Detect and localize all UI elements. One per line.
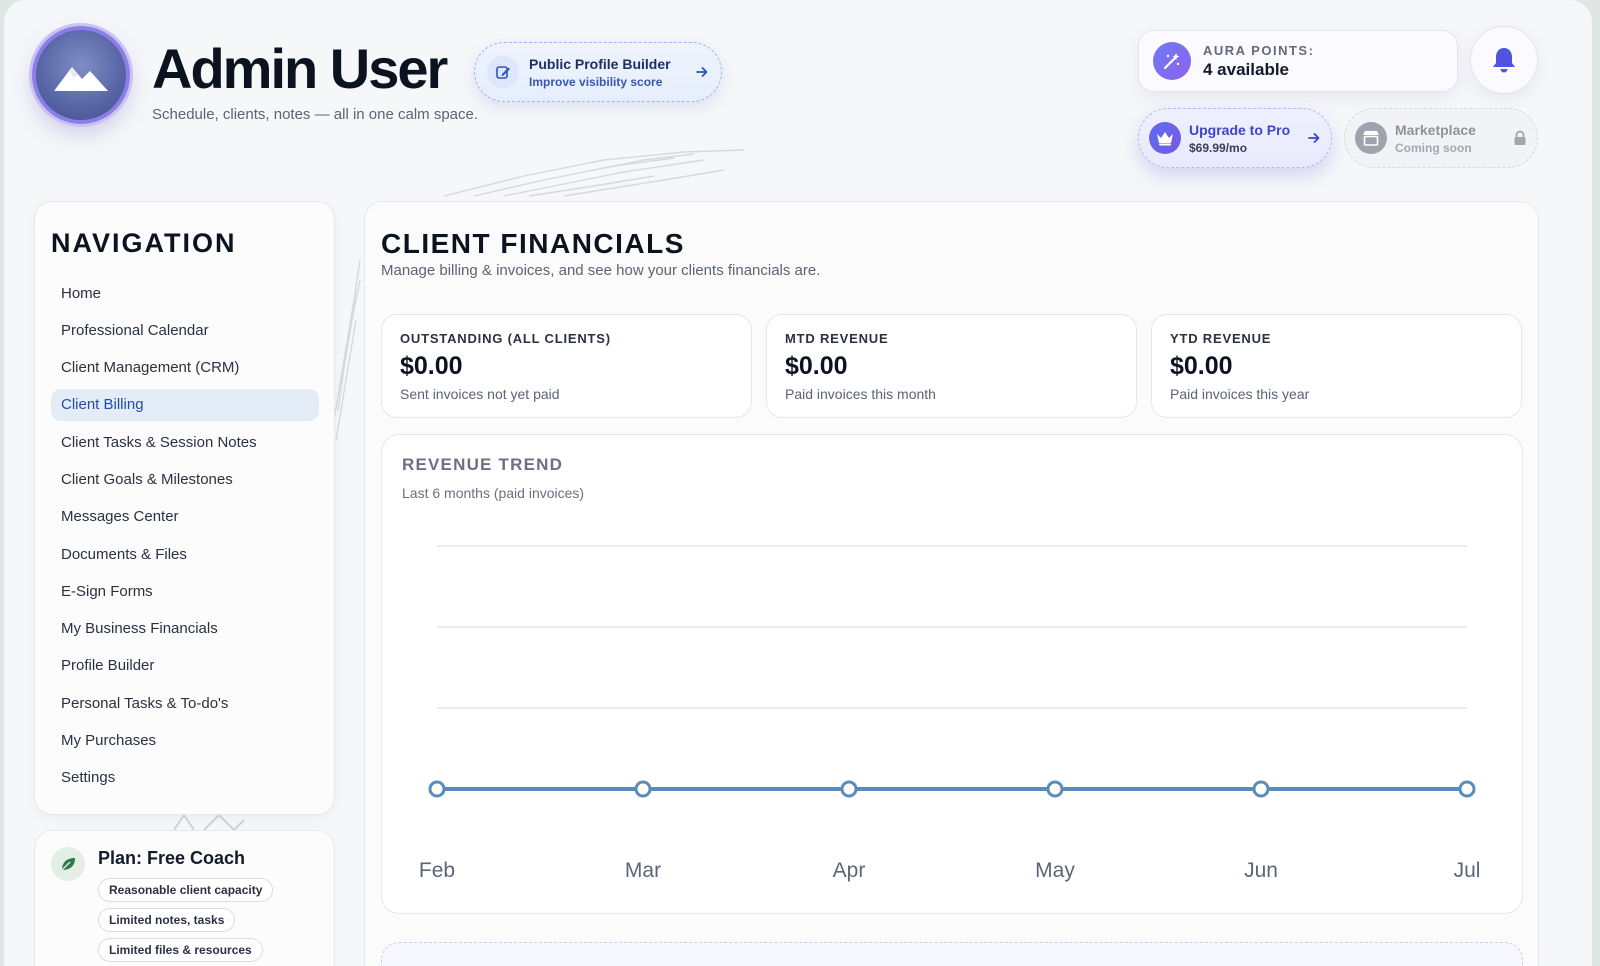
plan-feature-pill: Limited files & resources [98,938,263,962]
avatar[interactable] [32,26,130,124]
navigation-panel: NAVIGATION Home Professional Calendar Cl… [34,201,335,815]
aura-points-value: 4 available [1203,59,1290,79]
aura-points-card[interactable]: AURA POINTS: 4 available [1138,30,1458,92]
marketplace-subtitle: Coming soon [1395,140,1472,155]
upgrade-price: $69.99/mo [1189,140,1248,155]
plan-features: Reasonable client capacity Limited notes… [98,878,274,966]
stat-value: $0.00 [785,352,848,380]
data-point[interactable] [1046,780,1064,798]
data-point[interactable] [1458,780,1476,798]
stat-label: OUTSTANDING (ALL CLIENTS) [400,331,611,346]
sidebar-item-settings[interactable]: Settings [61,769,116,787]
sidebar-item-professional-calendar[interactable]: Professional Calendar [61,321,209,339]
magic-wand-icon [1153,42,1191,80]
x-tick-label: Apr [833,859,866,882]
stat-value: $0.00 [1170,352,1233,380]
plan-card: Plan: Free Coach Reasonable client capac… [34,830,335,966]
plan-feature-pill: Limited notes, tasks [98,908,236,932]
sidebar-item-e-sign-forms[interactable]: E-Sign Forms [61,582,153,600]
upgrade-title: Upgrade to Pro [1189,121,1291,138]
data-point[interactable] [428,780,446,798]
edit-icon [487,56,519,88]
plan-title: Plan: Free Coach [98,848,246,868]
profile-builder-title: Public Profile Builder [529,55,671,72]
stat-note: Paid invoices this month [785,386,936,402]
app-window: Admin User Schedule, clients, notes — al… [4,0,1592,966]
stat-note: Paid invoices this year [1170,386,1310,402]
marketplace-title: Marketplace [1395,121,1476,138]
navigation-list: Home Professional Calendar Client Manage… [51,277,319,799]
leaf-icon [51,847,85,881]
store-icon [1355,122,1387,154]
stat-mtd-revenue: MTD REVENUE $0.00 Paid invoices this mon… [766,314,1137,418]
data-point[interactable] [840,780,858,798]
sidebar-item-client-management[interactable]: Client Management (CRM) [61,359,240,377]
data-point[interactable] [1252,780,1270,798]
x-tick-label: Jul [1454,859,1481,882]
user-name: Admin User [152,37,448,100]
sidebar-item-business-financials[interactable]: My Business Financials [61,620,218,638]
client-financials-panel: CLIENT FINANCIALS Manage billing & invoi… [364,201,1539,966]
user-tagline: Schedule, clients, notes — all in one ca… [152,106,479,123]
page-title: CLIENT FINANCIALS [381,228,685,259]
x-tick-label: Feb [419,859,455,882]
stat-note: Sent invoices not yet paid [400,386,560,402]
sidebar-item-messages-center[interactable]: Messages Center [61,508,179,526]
arrow-right-icon [1308,133,1320,143]
x-tick-label: Jun [1244,859,1278,882]
x-tick-label: Mar [625,859,661,882]
stat-label: MTD REVENUE [785,331,889,346]
sidebar-item-documents-files[interactable]: Documents & Files [61,545,187,563]
x-tick-label: May [1035,859,1075,882]
sidebar-item-client-billing[interactable]: Client Billing [51,388,319,421]
profile-builder-subtitle: Improve visibility score [529,74,663,89]
sidebar-item-personal-tasks[interactable]: Personal Tasks & To-do's [61,694,229,712]
data-point[interactable] [634,780,652,798]
aura-points-label: AURA POINTS: [1203,42,1315,58]
bell-icon [1493,48,1515,73]
mountain-icon [54,67,108,91]
crown-icon [1149,122,1181,154]
sidebar-item-my-purchases[interactable]: My Purchases [61,732,157,750]
notifications-button[interactable] [1470,26,1538,94]
sidebar-item-profile-builder[interactable]: Profile Builder [61,657,155,675]
next-section-card [381,942,1523,966]
upgrade-to-pro-button[interactable]: Upgrade to Pro $69.99/mo [1138,108,1332,168]
lock-icon [1514,130,1526,145]
sidebar-item-home[interactable]: Home [61,284,102,302]
stat-label: YTD REVENUE [1170,331,1272,346]
revenue-trend-chart: Feb Mar Apr May Jun Jul [419,545,1481,882]
page-subtitle: Manage billing & invoices, and see how y… [381,262,821,279]
marketplace-button[interactable]: Marketplace Coming soon [1344,108,1538,168]
public-profile-builder-button[interactable]: Public Profile Builder Improve visibilit… [474,42,722,102]
sidebar-item-client-goals[interactable]: Client Goals & Milestones [61,470,233,488]
navigation-title: NAVIGATION [51,228,237,258]
chart-subtitle: Last 6 months (paid invoices) [402,485,585,501]
stat-ytd-revenue: YTD REVENUE $0.00 Paid invoices this yea… [1151,314,1522,418]
revenue-trend-card: REVENUE TREND Last 6 months (paid invoic… [381,434,1523,914]
stat-outstanding: OUTSTANDING (ALL CLIENTS) $0.00 Sent inv… [381,314,752,418]
arrow-right-icon [696,67,708,77]
chart-title: REVENUE TREND [402,455,564,474]
plan-feature-pill: Reasonable client capacity [98,878,274,902]
sidebar-item-client-tasks[interactable]: Client Tasks & Session Notes [61,433,257,451]
stat-value: $0.00 [400,352,463,380]
